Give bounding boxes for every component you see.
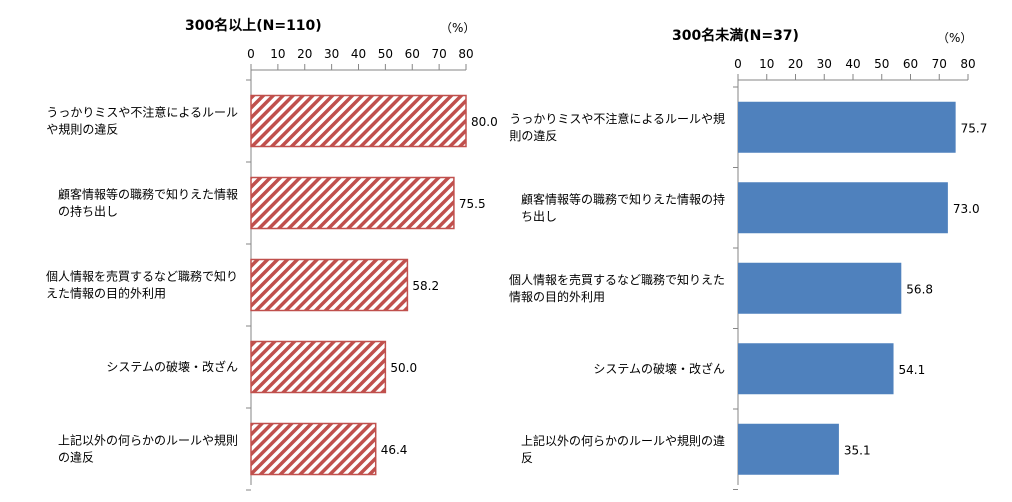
bar: [738, 423, 839, 475]
category-label: 顧客情報等の職務で知りえた情報の持: [521, 191, 725, 206]
bar: [738, 262, 902, 314]
bar: [250, 340, 387, 394]
x-tick-label: 50: [874, 57, 889, 71]
category-label: 個人情報を売買するなど職務で知り: [46, 269, 238, 284]
x-tick-label: 0: [734, 57, 742, 71]
chart-title: 300名以上(N=110): [185, 17, 322, 34]
category-label: システムの破壊・改ざん: [106, 359, 238, 374]
data-label: 35.1: [844, 443, 871, 457]
category-label: えた情報の目的外利用: [46, 286, 166, 301]
x-tick-label: 80: [960, 57, 975, 71]
x-tick-label: 0: [247, 47, 255, 61]
category-label: の違反: [58, 451, 94, 465]
chart-title: 300名未満(N=37): [672, 27, 799, 44]
x-tick-label: 50: [378, 47, 393, 61]
bar: [738, 101, 956, 153]
category-label: 顧客情報等の職務で知りえた情報: [58, 187, 238, 202]
category-label: や規則の違反: [46, 122, 118, 137]
category-label: 上記以外の何らかのルールや規則の違: [521, 433, 725, 448]
x-tick-label: 20: [297, 47, 312, 61]
unit-label: （%）: [440, 21, 475, 35]
x-tick-label: 70: [932, 57, 947, 71]
x-tick-label: 60: [405, 47, 420, 61]
x-tick-label: 40: [845, 57, 860, 71]
x-tick-label: 80: [458, 47, 473, 61]
data-label: 46.4: [381, 443, 408, 457]
x-tick-label: 30: [817, 57, 832, 71]
bar: [738, 343, 894, 395]
data-label: 80.0: [471, 115, 498, 129]
x-tick-label: 30: [324, 47, 339, 61]
unit-label: （%）: [937, 31, 972, 45]
bar: [738, 182, 948, 234]
category-label: 則の違反: [509, 129, 557, 143]
x-tick-label: 40: [351, 47, 366, 61]
x-tick-label: 60: [903, 57, 918, 71]
data-label: 50.0: [390, 361, 417, 375]
x-tick-label: 10: [759, 57, 774, 71]
data-label: 75.5: [459, 197, 486, 211]
category-label: うっかりミスや不注意によるルールや規: [509, 111, 725, 126]
x-tick-label: 10: [270, 47, 285, 61]
category-label: うっかりミスや不注意によるルール: [46, 105, 238, 120]
data-label: 58.2: [412, 279, 439, 293]
category-label: システムの破壊・改ざん: [593, 361, 725, 376]
x-tick-label: 70: [431, 47, 446, 61]
category-label: 上記以外の何らかのルールや規則: [58, 433, 238, 448]
category-label: 情報の目的外利用: [509, 289, 605, 304]
data-label: 75.7: [961, 121, 988, 135]
bar: [250, 94, 467, 148]
data-label: 54.1: [899, 363, 926, 377]
data-label: 56.8: [906, 282, 933, 296]
bar: [250, 258, 409, 312]
data-label: 73.0: [953, 202, 980, 216]
x-tick-label: 20: [788, 57, 803, 71]
bar: [250, 176, 455, 230]
category-label: ち出し: [521, 209, 557, 223]
category-label: の持ち出し: [58, 204, 118, 219]
category-label: 反: [521, 451, 533, 465]
bar: [250, 422, 377, 476]
category-label: 個人情報を売買するなど職務で知りえた: [509, 272, 725, 287]
